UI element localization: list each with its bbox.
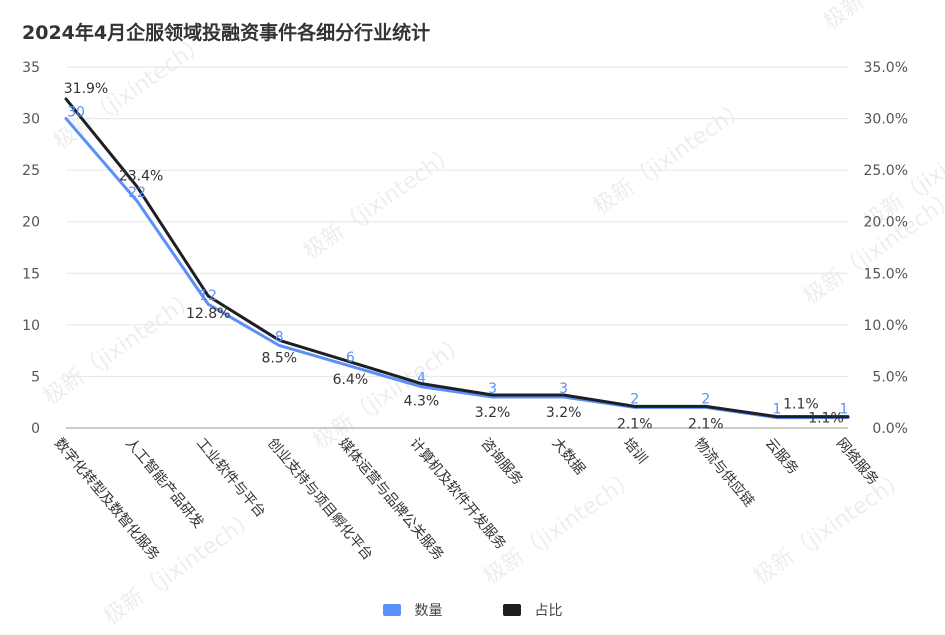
category-label: 物流与供应链: [691, 435, 758, 510]
right-axis-ticks: 0.0% 5.0% 10.0% 15.0% 20.0% 25.0% 30.0% 35.0%: [864, 60, 908, 437]
data-label-count: 22: [128, 185, 146, 201]
data-label-count: 2: [701, 391, 710, 407]
data-label-share: 4.3%: [404, 394, 440, 410]
category-label: 人工智能产品研发: [122, 435, 206, 531]
right-tick-label: 35.0%: [864, 60, 908, 76]
data-label-count: 4: [417, 371, 426, 387]
legend-item-count[interactable]: 数量: [382, 600, 443, 620]
data-label-count: 6: [346, 350, 355, 366]
watermark-text: 极新（jixintech）: [39, 285, 202, 410]
category-label: 培训: [620, 435, 650, 467]
right-tick-label: 10.0%: [864, 318, 908, 334]
data-label-share: 8.5%: [261, 350, 297, 366]
data-label-share: 31.9%: [64, 81, 108, 97]
watermark-text: 极新（jixintech）: [299, 140, 462, 265]
left-tick-label: 25: [22, 163, 40, 179]
right-tick-label: 20.0%: [864, 215, 908, 231]
legend-swatch-count: [382, 604, 401, 616]
left-tick-label: 35: [22, 60, 40, 76]
data-label-share: 6.4%: [333, 372, 369, 388]
left-tick-label: 30: [22, 112, 40, 128]
data-label-count: 30: [67, 105, 85, 121]
right-tick-label: 0.0%: [872, 421, 908, 437]
watermark-text: 极新（jixintech）: [819, 0, 945, 35]
legend: 数量 占比: [0, 600, 945, 620]
data-label-share: 1.1%: [783, 397, 819, 413]
data-label-count: 2: [630, 391, 639, 407]
category-label: 大数据: [549, 435, 588, 477]
data-label-count: 1: [772, 402, 781, 418]
category-label: 云服务: [762, 435, 801, 477]
watermark-text: 极新（jixintech）: [309, 330, 472, 455]
data-label-share: 12.8%: [186, 306, 230, 322]
left-tick-label: 20: [22, 215, 40, 231]
watermark-text: 极新（jixintech）: [799, 185, 945, 310]
legend-label-share: 占比: [534, 603, 563, 619]
category-axis-labels: 数字化转型及数智化服务人工智能产品研发工业软件与平台创业支持与项目孵化平台媒体运…: [51, 435, 881, 564]
data-label-count: 3: [559, 381, 568, 397]
chart-title: 2024年4月企服领域投融资事件各细分行业统计: [22, 22, 431, 44]
data-label-count: 12: [199, 288, 217, 304]
category-label: 网络服务: [833, 435, 881, 488]
left-tick-label: 15: [22, 266, 40, 282]
data-label-share: 3.2%: [475, 405, 511, 421]
category-label: 工业软件与平台: [193, 435, 268, 520]
data-label-share: 2.1%: [617, 416, 653, 432]
legend-label-count: 数量: [414, 603, 443, 619]
left-tick-label: 0: [31, 421, 40, 437]
data-label-share: 1.1%: [808, 411, 844, 427]
category-label: 咨询服务: [477, 435, 525, 488]
right-tick-label: 25.0%: [864, 163, 908, 179]
left-tick-label: 10: [22, 318, 40, 334]
left-axis-ticks: 0 5 10 15 20 25 30 35: [22, 60, 40, 437]
legend-item-share[interactable]: 占比: [502, 600, 563, 620]
watermark-text: 极新（jixintech）: [589, 95, 752, 220]
right-tick-label: 15.0%: [864, 266, 908, 282]
data-label-count: 1: [840, 402, 849, 418]
watermark-text: 极新（jixintech）: [749, 465, 912, 590]
left-tick-label: 5: [31, 369, 40, 385]
series-line-share[interactable]: [64, 97, 850, 419]
right-tick-label: 30.0%: [864, 112, 908, 128]
data-label-share: 23.4%: [119, 169, 163, 185]
right-tick-label: 5.0%: [872, 369, 908, 385]
data-label-share: 2.1%: [688, 416, 724, 432]
data-label-share: 3.2%: [546, 405, 582, 421]
legend-swatch-share: [502, 604, 521, 616]
data-label-count: 8: [275, 329, 284, 345]
watermark-text: 极新（jixintech）: [479, 465, 642, 590]
gridlines: [66, 66, 848, 429]
data-label-count: 3: [488, 381, 497, 397]
